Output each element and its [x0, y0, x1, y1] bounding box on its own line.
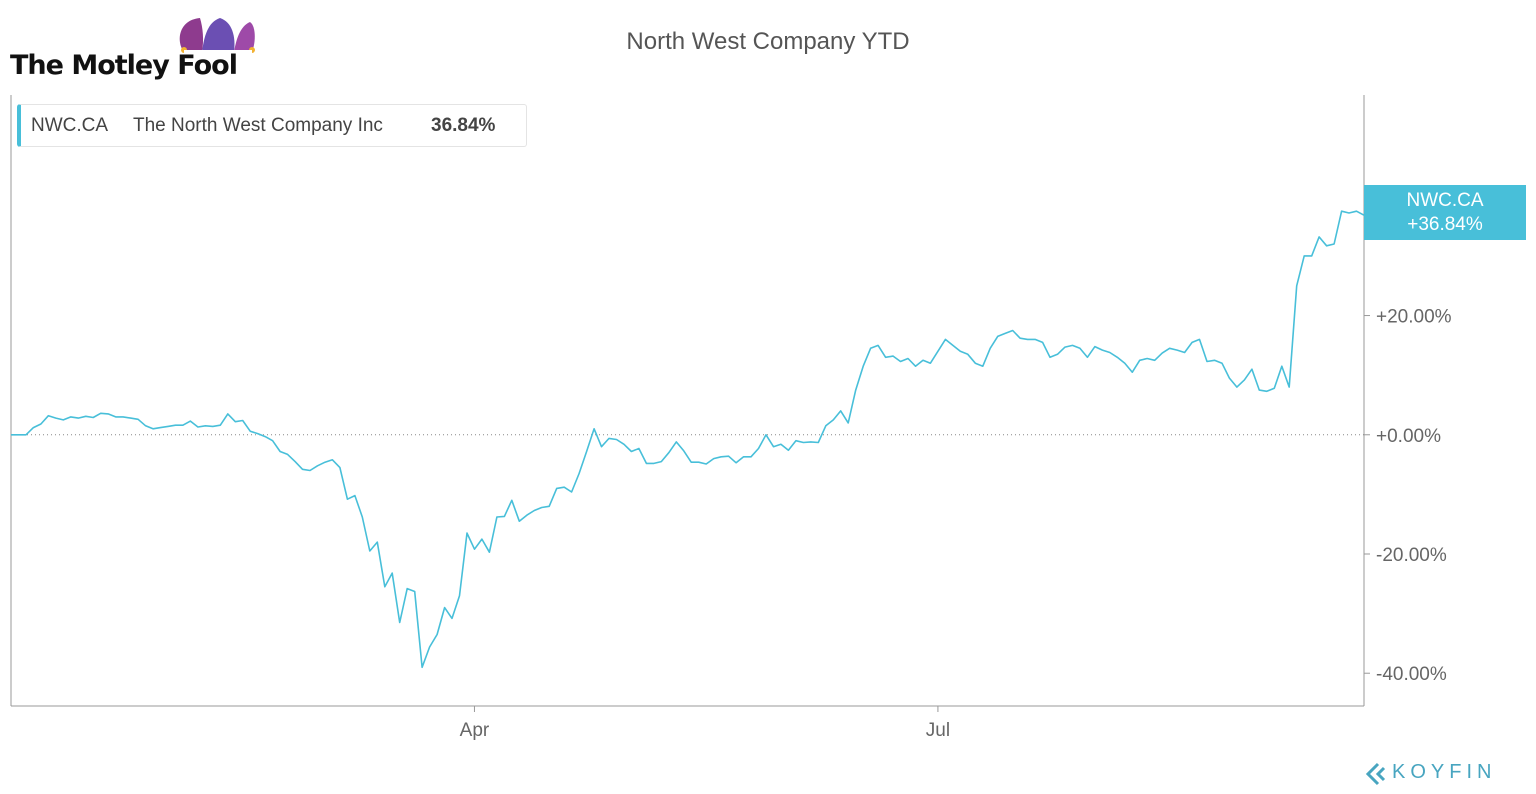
x-tick-label: Apr: [460, 720, 490, 741]
end-label-value: +36.84%: [1407, 214, 1483, 235]
end-label-ticker: NWC.CA: [1406, 190, 1484, 211]
series-end-label: NWC.CA +36.84%: [1364, 185, 1526, 240]
legend-ticker: NWC.CA: [31, 115, 109, 136]
y-tick-label: +0.00%: [1376, 426, 1441, 447]
y-tick-label: -20.00%: [1376, 545, 1447, 566]
chart-title: North West Company YTD: [626, 28, 910, 55]
koyfin-chevron-icon: [1365, 762, 1386, 786]
jester-hat-icon: [179, 18, 255, 53]
motley-fool-logo: The Motley Fool: [10, 14, 260, 84]
y-tick-label: +20.00%: [1376, 307, 1452, 328]
y-tick-label: -40.00%: [1376, 664, 1447, 685]
legend-company-name: The North West Company Inc: [133, 115, 383, 136]
logo-text: The Motley Fool: [10, 50, 238, 81]
x-tick-label: Jul: [926, 720, 950, 741]
koyfin-text: KOYFIN: [1392, 761, 1497, 783]
koyfin-watermark: KOYFIN: [1362, 758, 1532, 788]
chart-legend: NWC.CA The North West Company Inc 36.84%: [17, 104, 527, 147]
legend-value: 36.84%: [431, 115, 496, 136]
series-line-nwc: [11, 210, 1365, 669]
